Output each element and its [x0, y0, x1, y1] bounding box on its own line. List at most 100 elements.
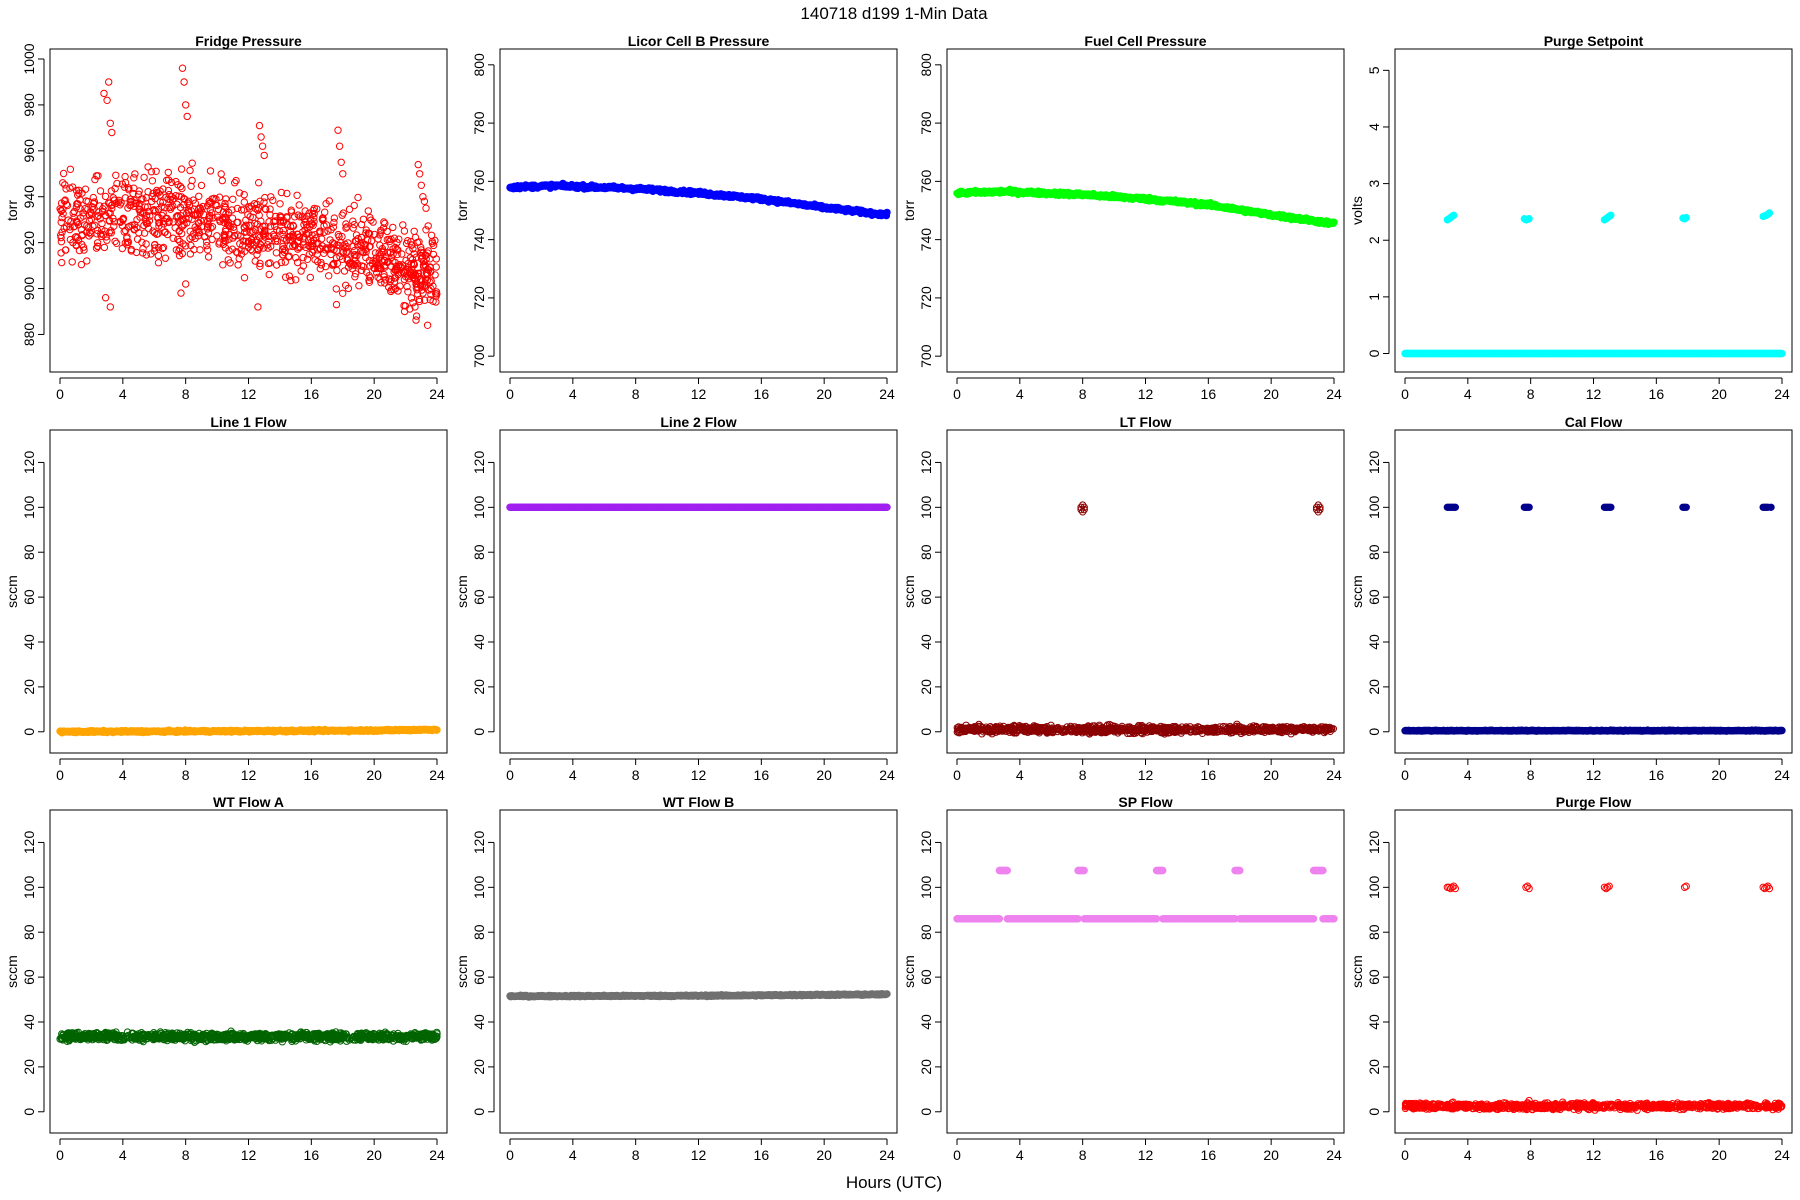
data-point	[342, 224, 350, 232]
data-point	[428, 239, 437, 247]
data-point	[308, 220, 316, 228]
x-tick-label: 0	[506, 386, 514, 402]
data-point	[92, 244, 101, 252]
plot-frame	[499, 429, 898, 754]
data-point	[94, 172, 102, 180]
data-point	[371, 249, 380, 257]
x-tick-label: 4	[119, 767, 127, 783]
data-point	[292, 276, 300, 284]
data-point	[269, 231, 277, 239]
x-tick-label: 0	[56, 386, 64, 402]
data-point	[327, 250, 335, 259]
data-point	[1330, 218, 1338, 226]
data-point	[266, 211, 274, 219]
data-point	[342, 281, 350, 289]
data-point	[151, 244, 159, 252]
x-axis: 0 4 8 12 16 20 24	[506, 377, 895, 402]
data-point	[294, 211, 302, 219]
data-point	[61, 181, 69, 189]
data-point	[283, 189, 291, 198]
data-point	[374, 273, 382, 281]
data-point	[58, 213, 66, 222]
data-point	[320, 228, 328, 236]
data-point	[426, 296, 434, 304]
data-point	[313, 205, 321, 213]
y-tick-label: 80	[471, 544, 487, 560]
data-point	[261, 205, 269, 213]
data-point	[233, 218, 241, 227]
data-point	[126, 222, 134, 230]
x-tick-label: 24	[1326, 386, 1342, 402]
y-tick-label: 1	[1366, 293, 1382, 301]
data-point	[154, 259, 163, 267]
data-point	[314, 239, 322, 247]
data-point	[422, 226, 430, 234]
data-point	[389, 257, 397, 265]
data-point	[103, 236, 111, 244]
data-point	[116, 201, 124, 209]
data-point	[407, 241, 416, 249]
x-axis: 0 4 8 12 16 20 24	[506, 758, 895, 783]
data-point	[265, 270, 273, 279]
data-point	[62, 200, 71, 209]
data-point	[311, 256, 319, 264]
data-point	[136, 200, 144, 208]
data-point	[101, 211, 110, 220]
data-point	[260, 198, 268, 206]
data-point	[266, 259, 274, 267]
data-point	[391, 274, 400, 282]
data-point	[87, 230, 95, 238]
data-point	[383, 253, 391, 261]
x-tick-label: 20	[816, 386, 832, 402]
data-point	[381, 219, 389, 228]
data-point	[351, 273, 359, 281]
data-point	[66, 165, 75, 174]
data-point	[231, 179, 239, 187]
data-point	[394, 246, 402, 254]
data-point	[228, 245, 237, 253]
data-point	[154, 230, 162, 238]
data-point	[257, 133, 265, 141]
data-point	[234, 261, 242, 269]
data-point	[353, 252, 361, 260]
data-point	[393, 250, 401, 259]
data-point	[245, 221, 253, 230]
data-point	[150, 207, 158, 215]
data-point	[221, 213, 230, 222]
x-tick-label: 20	[1263, 386, 1279, 402]
data-point	[177, 289, 185, 297]
data-point	[138, 209, 147, 217]
data-point	[328, 261, 337, 269]
data-point	[222, 227, 230, 236]
y-tick-label: 780	[471, 111, 487, 135]
y-tick-label: 20	[471, 679, 487, 695]
data-point	[276, 200, 284, 208]
y-axis-label: sccm	[4, 575, 20, 608]
panel-title: Fridge Pressure	[195, 33, 302, 49]
data-point	[370, 230, 379, 239]
data-point	[424, 222, 432, 230]
x-tick-label: 8	[182, 767, 190, 783]
data-point	[233, 204, 242, 213]
data-point	[402, 239, 411, 248]
data-point	[303, 255, 312, 263]
data-point	[186, 234, 194, 243]
data-point	[87, 215, 96, 224]
data-point	[309, 221, 317, 230]
data-point	[277, 188, 286, 197]
y-tick-label: 700	[918, 344, 934, 368]
data-point	[75, 189, 83, 197]
data-point	[417, 181, 425, 190]
y-tick-label: 100	[21, 495, 37, 519]
data-point	[175, 192, 183, 200]
data-point	[324, 227, 332, 235]
data-point	[178, 184, 186, 193]
data-point	[417, 248, 425, 257]
data-point	[394, 287, 402, 295]
data-point	[113, 179, 121, 188]
y-tick-label: 100	[471, 495, 487, 519]
data-point	[66, 235, 75, 244]
data-point	[112, 239, 121, 248]
data-point	[160, 220, 168, 228]
